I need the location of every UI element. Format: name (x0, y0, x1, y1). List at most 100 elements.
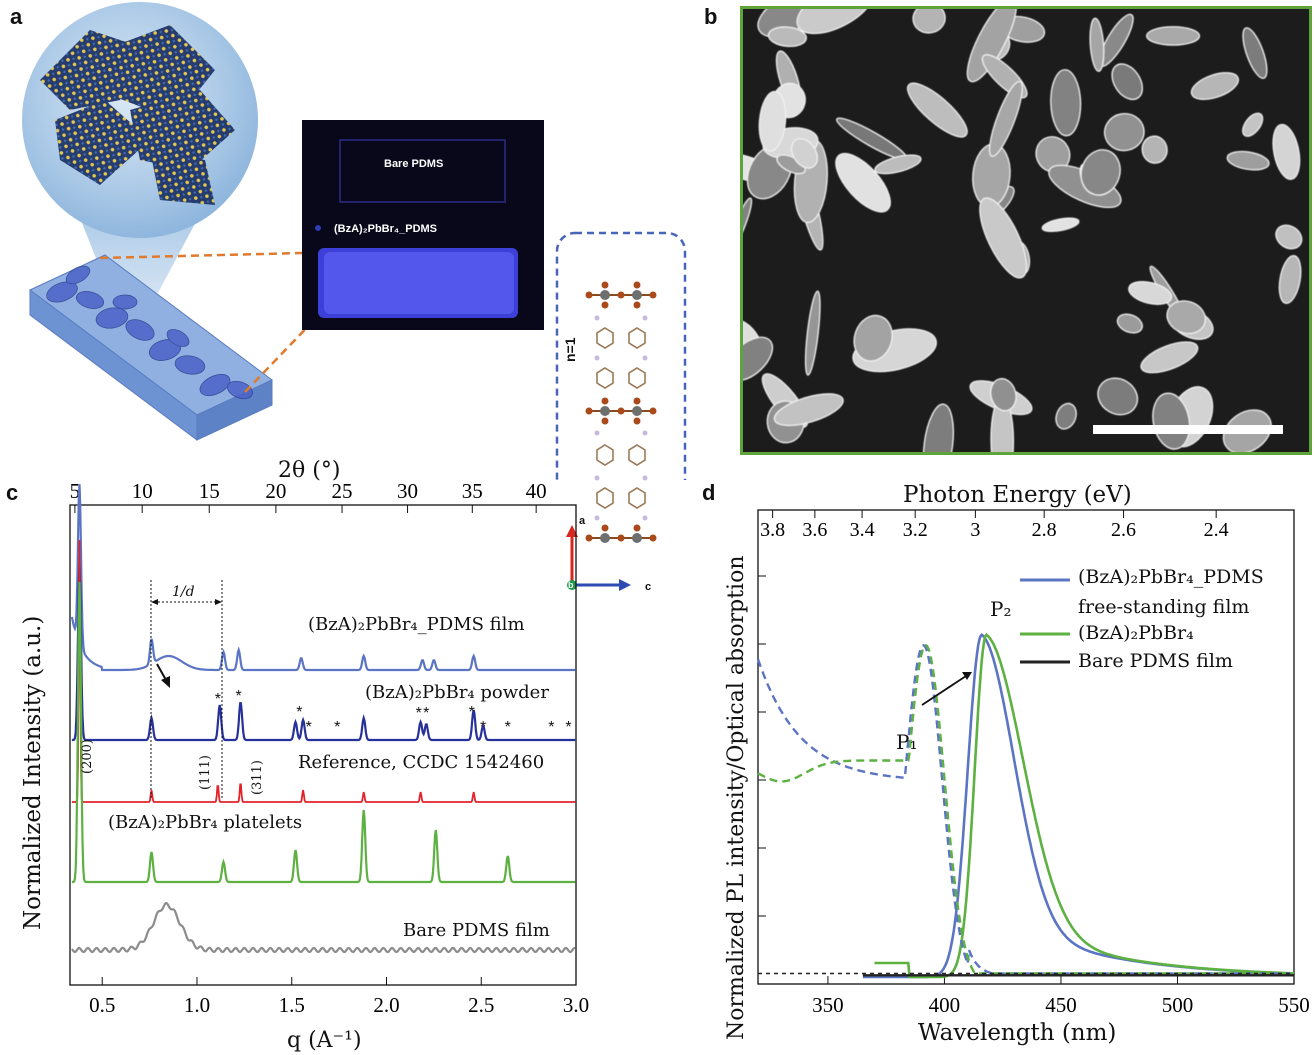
c-asterisk: * (296, 704, 303, 721)
d-p1-label: P₁ (896, 730, 918, 754)
c-asterisk: * (415, 705, 422, 722)
c-trace-line (71, 564, 576, 742)
pdms-slab (29, 254, 273, 441)
crystal-flakes (40, 25, 235, 205)
sem-flake (790, 137, 818, 169)
d-x-tick-label: 350 (812, 993, 844, 1017)
d-legend-film-1: (BzA)₂PbBr₄_PDMS (1078, 566, 1264, 588)
sem-image (740, 6, 1312, 455)
d-legend-bare: Bare PDMS film (1078, 650, 1233, 672)
d-legend-film-2: free-standing film (1078, 596, 1250, 618)
d-top-tick-label: 2.8 (1032, 519, 1057, 541)
panel-a-letter: a (10, 4, 23, 29)
sem-flake (1152, 392, 1191, 450)
c-x-tick-label: 1.5 (279, 993, 305, 1017)
c-trace-line (71, 581, 576, 884)
d-top-tick-label: 2.6 (1111, 519, 1136, 541)
sem-flake (804, 290, 821, 376)
sem-flake (1050, 69, 1082, 137)
c-top-tick-label: 40 (526, 479, 547, 503)
sem-flake (1272, 123, 1301, 180)
axis-c-label: c (645, 581, 652, 593)
d-pl-bza (874, 632, 1295, 979)
c-miller-111: (111) (198, 755, 213, 790)
sem-flake (1089, 17, 1105, 72)
sem-flake (853, 314, 893, 362)
sem-flake (1242, 27, 1268, 79)
sem-flake (773, 393, 844, 427)
d-y-axis-label: Normalized PL intensity/Optical absorpti… (724, 555, 749, 1040)
magnifier-cone (75, 205, 205, 345)
sem-flake (1097, 377, 1139, 416)
axis-a-label: a (579, 515, 586, 527)
c-asterisk: * (548, 719, 555, 736)
axis-b-label: b (568, 580, 574, 590)
sem-flake (874, 154, 922, 175)
sem-flake (740, 336, 774, 382)
c-trace-label-platelets: (BzA)₂PbBr₄ platelets (108, 812, 303, 833)
d-top-tick-label: 3.4 (850, 519, 875, 541)
c-d-label: 1/d (172, 584, 195, 600)
d-abs-bza (757, 643, 1294, 975)
d-top-tick-label: 3.8 (760, 519, 785, 541)
c-asterisk: * (504, 719, 511, 736)
sem-flake (1166, 300, 1207, 335)
sem-flake (767, 26, 807, 47)
c-miller-200: (200) (80, 739, 95, 774)
c-x-tick-label: 2.5 (468, 993, 494, 1017)
c-trace-line (70, 484, 576, 672)
c-top-tick-label: 5 (70, 479, 81, 503)
d-top-tick-label: 3.2 (903, 519, 928, 541)
sem-flake (912, 6, 946, 34)
sem-flake (1080, 149, 1121, 196)
c-asterisk: * (305, 719, 312, 736)
sem-flake (1146, 26, 1201, 46)
sem-flake (1116, 313, 1143, 334)
sem-flake (758, 90, 787, 152)
sem-flake (1103, 112, 1145, 152)
d-legend-bza: (BzA)₂PbBr₄ (1078, 622, 1194, 644)
photo-label-bza: (BzA)₂PbBr₄_PDMS (334, 223, 438, 235)
sem-flake (1111, 63, 1144, 101)
sem-flake (1140, 341, 1199, 374)
d-top-axis-label: Photon Energy (eV) (903, 482, 1132, 508)
plot-frame (69, 504, 577, 986)
c-x-tick-label: 3.0 (563, 993, 589, 1017)
d-abs-film (756, 643, 1294, 975)
sem-flake (835, 152, 891, 213)
crystal-structure (566, 281, 657, 591)
panel-a-illustration (22, 2, 687, 480)
sem-flake (1128, 281, 1173, 305)
c-asterisk: * (334, 719, 341, 736)
c-trace-label-reference: Reference, CCDC 1542460 (298, 752, 545, 773)
c-trace-line (71, 539, 576, 803)
sem-flake (1275, 224, 1303, 250)
sem-flake (1278, 255, 1302, 304)
panel-b-letter: b (704, 4, 718, 29)
c-y-axis-label: Normalized Intensity (a.u.) (20, 615, 46, 930)
sem-flake (988, 80, 1023, 157)
sem-flake (1190, 72, 1239, 101)
panel-c-letter: c (6, 480, 19, 505)
c-top-tick-label: 30 (397, 479, 418, 503)
d-x-tick-label: 450 (1045, 993, 1077, 1017)
c-asterisk: * (480, 719, 487, 736)
sem-flake (1226, 150, 1270, 171)
c-asterisk: * (565, 719, 572, 736)
structure-n-label: n=1 (562, 337, 578, 362)
c-top-tick-label: 25 (332, 479, 353, 503)
c-asterisk: * (214, 691, 221, 708)
d-p2-label: P₂ (990, 597, 1012, 621)
c-x-tick-label: 2.0 (373, 993, 399, 1017)
sem-flake (1041, 217, 1080, 233)
sem-flake (990, 378, 1017, 412)
c-asterisk: * (468, 704, 475, 721)
c-trace-label-film: (BzA)₂PbBr₄_PDMS film (308, 614, 525, 635)
c-asterisk: * (235, 688, 242, 705)
c-x-tick-label: 1.0 (184, 993, 210, 1017)
c-miller-311: (311) (250, 760, 265, 795)
c-top-tick-label: 20 (265, 479, 286, 503)
d-top-tick-label: 2.4 (1204, 519, 1229, 541)
scale-bar (1093, 425, 1283, 434)
c-top-tick-label: 10 (132, 479, 153, 503)
